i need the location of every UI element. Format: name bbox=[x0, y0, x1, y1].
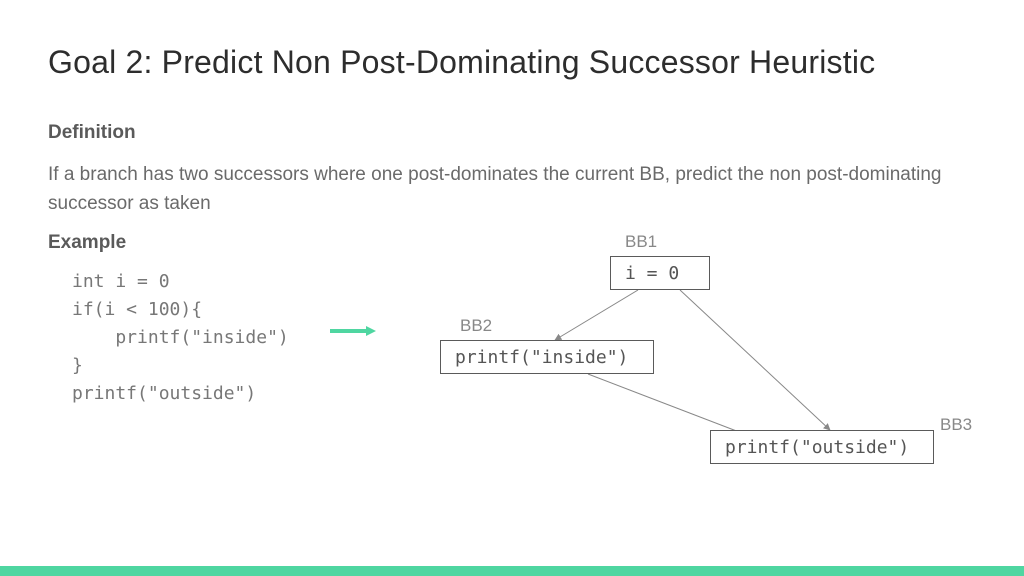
code-block: int i = 0 if(i < 100){ printf("inside") … bbox=[72, 268, 289, 407]
arrow-right-icon bbox=[330, 326, 376, 336]
definition-body: If a branch has two successors where one… bbox=[48, 160, 976, 219]
node-bb3: printf("outside") bbox=[710, 430, 934, 464]
bb3-label: BB3 bbox=[940, 415, 972, 435]
slide: Goal 2: Predict Non Post-Dominating Succ… bbox=[0, 0, 1024, 576]
node-bb1: i = 0 bbox=[610, 256, 710, 290]
node-bb2: printf("inside") bbox=[440, 340, 654, 374]
bb2-label: BB2 bbox=[460, 316, 492, 336]
bb1-label: BB1 bbox=[625, 232, 657, 252]
footer-accent-bar bbox=[0, 566, 1024, 576]
definition-heading: Definition bbox=[48, 122, 136, 144]
flowchart: BB1 i = 0 BB2 printf("inside") BB3 print… bbox=[430, 230, 990, 490]
example-heading: Example bbox=[48, 232, 126, 254]
page-title: Goal 2: Predict Non Post-Dominating Succ… bbox=[48, 44, 875, 81]
